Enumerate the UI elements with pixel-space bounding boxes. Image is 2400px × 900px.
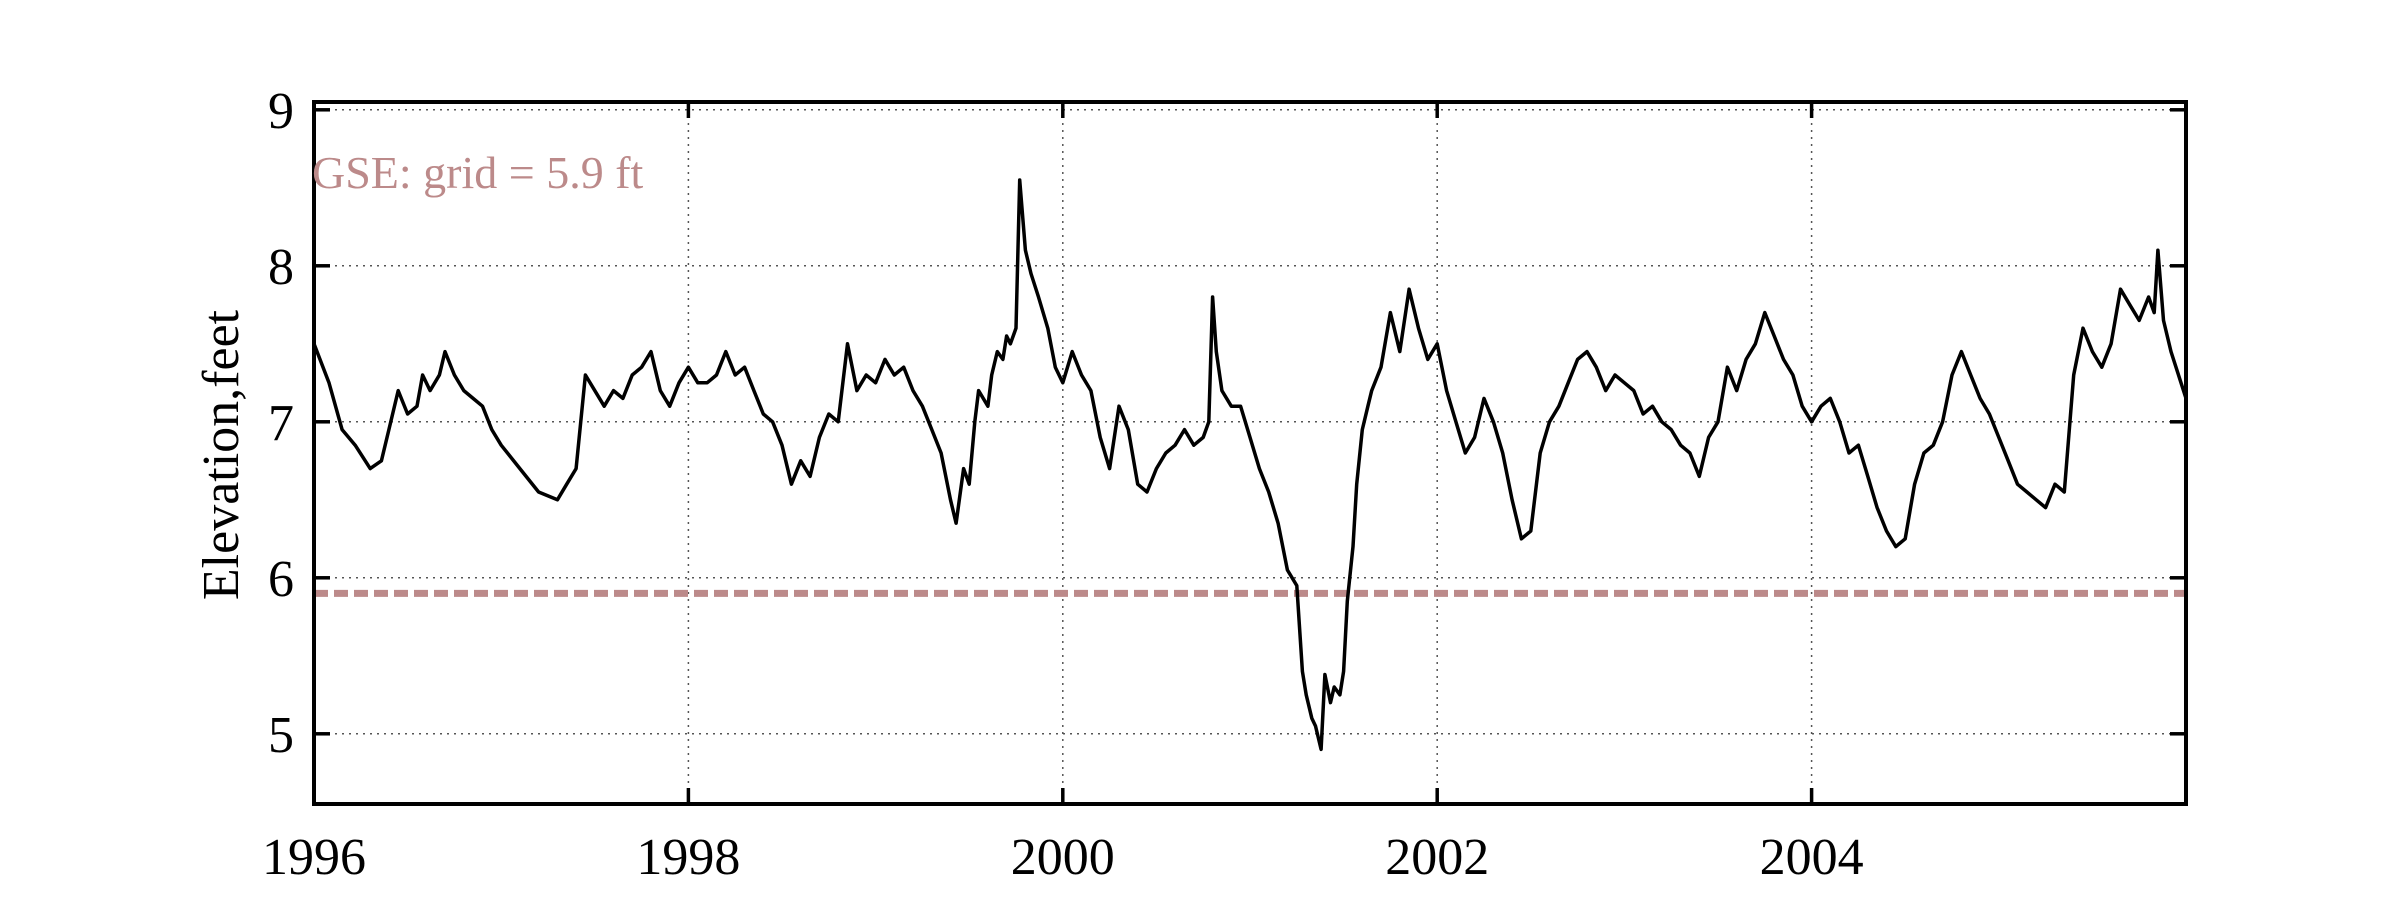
x-tick-label-1996: 1996 xyxy=(262,829,366,886)
y-tick-label-9: 9 xyxy=(268,83,294,140)
plot-frame xyxy=(312,100,2188,806)
tick-labels: 1996 1998 2000 2002 2004 5 6 7 8 9 xyxy=(262,83,1864,886)
x-tick-label-1998: 1998 xyxy=(636,829,740,886)
plot-border xyxy=(312,100,2188,806)
series-line-0 xyxy=(312,178,2188,752)
x-tick-label-2002: 2002 xyxy=(1385,829,1489,886)
y-axis-label: Elevation,feet xyxy=(193,309,250,600)
x-tick-label-2000: 2000 xyxy=(1011,829,1115,886)
series-group xyxy=(312,178,2188,752)
y-tick-label-8: 8 xyxy=(268,239,294,296)
tick-marks xyxy=(312,102,2186,804)
y-tick-label-5: 5 xyxy=(268,707,294,764)
y-tick-label-6: 6 xyxy=(268,551,294,608)
y-tick-label-7: 7 xyxy=(268,395,294,452)
x-tick-label-2004: 2004 xyxy=(1760,829,1864,886)
gse-annotation: GSE: grid = 5.9 ft xyxy=(312,147,644,198)
grid-lines xyxy=(314,102,2186,804)
